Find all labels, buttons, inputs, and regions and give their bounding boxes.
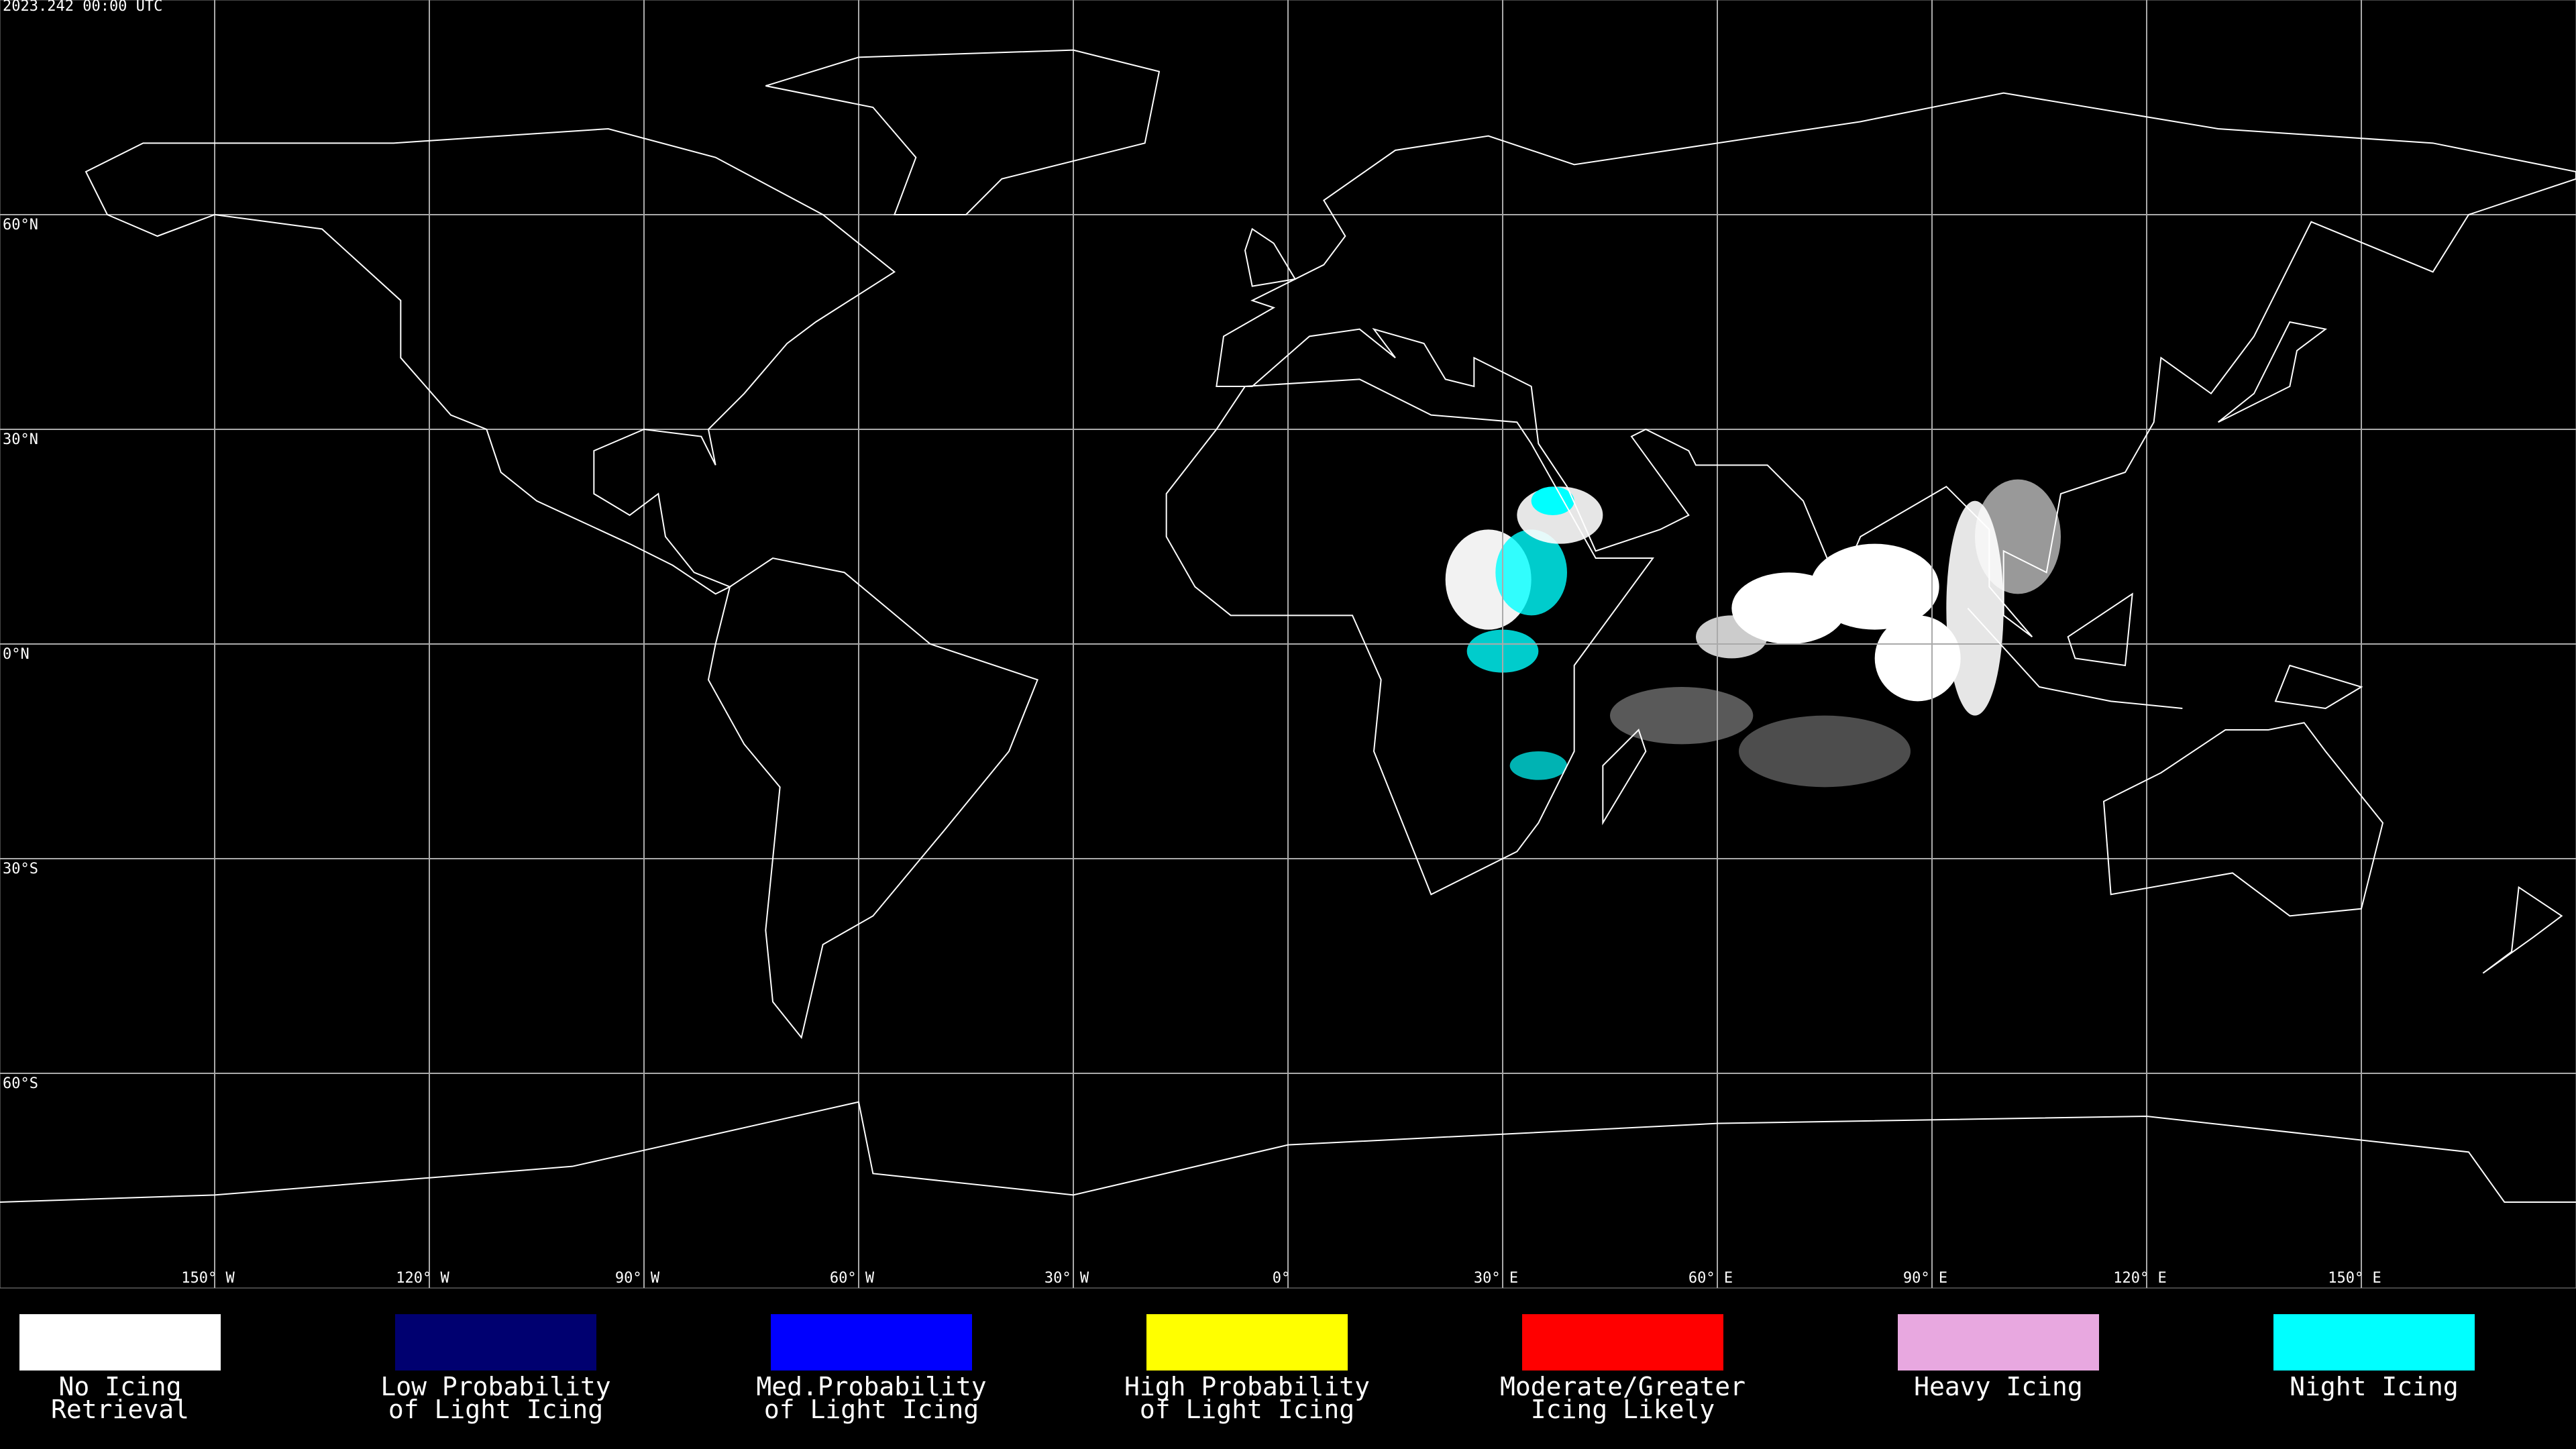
latitude-label: 0°N	[3, 646, 30, 663]
longitude-label: 60° E	[1688, 1270, 1733, 1287]
graticule: 60°N 30°N 0°N 30°S 60°S 150° W 120° W 90° W 60° …	[0, 0, 2576, 1289]
timestamp: 2023.242 00:00 UTC	[3, 0, 162, 15]
latitude-label: 30°N	[3, 431, 38, 448]
japan	[2218, 322, 2326, 422]
legend-label: Icing Likely	[1531, 1395, 1715, 1424]
legend-label: High Probability	[1124, 1372, 1370, 1401]
legend-label: Heavy Icing	[1914, 1372, 2083, 1401]
legend-label: Moderate/Greater	[1500, 1372, 1746, 1401]
new-zealand	[2483, 888, 2561, 973]
legend-swatch	[1522, 1314, 1723, 1371]
longitude-label: 30° E	[1474, 1270, 1518, 1287]
longitude-label: 30° W	[1044, 1270, 1089, 1287]
legend-label: No Icing	[58, 1372, 181, 1401]
north-america	[86, 129, 894, 594]
legend-swatch	[19, 1314, 221, 1371]
longitude-label: 0°	[1273, 1270, 1291, 1287]
longitude-label: 120° E	[2113, 1270, 2166, 1287]
latitude-label: 60°N	[3, 217, 38, 233]
australia	[2104, 722, 2383, 916]
legend-swatch	[1146, 1314, 1348, 1371]
britain	[1245, 229, 1295, 286]
legend-label: Night Icing	[2290, 1372, 2459, 1401]
legend-label: of Light Icing	[388, 1395, 603, 1424]
south-america	[708, 558, 1038, 1038]
africa	[1167, 379, 1653, 894]
legend-label: of Light Icing	[764, 1395, 979, 1424]
longitude-label: 150° E	[2328, 1270, 2381, 1287]
longitude-label: 90° W	[615, 1270, 660, 1287]
longitude-label: 120° W	[396, 1270, 449, 1287]
legend-swatch	[2273, 1314, 2475, 1371]
legend-swatch	[1898, 1314, 2099, 1371]
latitude-label: 60°S	[3, 1075, 38, 1092]
coastlines	[0, 50, 2576, 1202]
antarctica	[0, 1102, 2576, 1202]
legend-label: Med.Probability	[756, 1372, 986, 1401]
indonesia	[1968, 594, 2361, 708]
legend-label: of Light Icing	[1140, 1395, 1354, 1424]
longitude-label: 60° W	[830, 1270, 875, 1287]
longitude-label: 150° W	[181, 1270, 235, 1287]
longitude-label: 90° E	[1903, 1270, 1947, 1287]
legend-swatch	[395, 1314, 596, 1371]
eurasia	[1216, 93, 2576, 637]
legend-swatch	[771, 1314, 972, 1371]
greenland	[765, 50, 1159, 215]
latitude-label: 30°S	[3, 861, 38, 877]
legend-label: Low Probability	[380, 1372, 610, 1401]
legend-label: Retrieval	[51, 1395, 189, 1424]
madagascar	[1603, 730, 1646, 823]
